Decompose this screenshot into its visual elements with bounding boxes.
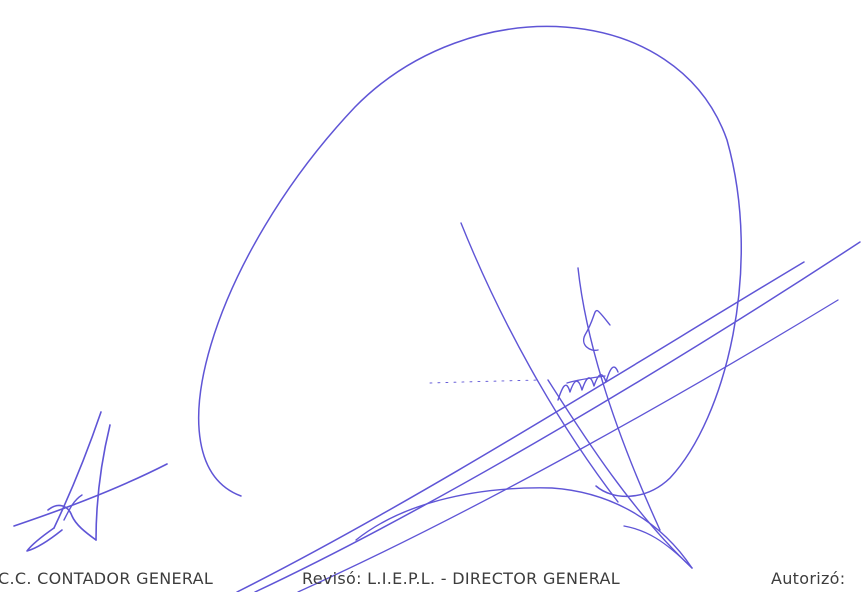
footer-caption-autorizo: Autorizó: (771, 569, 846, 588)
footer-caption-contador: C.C. CONTADOR GENERAL (0, 569, 214, 588)
signature-diagonal-strokes (236, 241, 861, 592)
footer-caption-revisor: Revisó: L.I.E.P.L. - DIRECTOR GENERAL (302, 569, 620, 588)
signature-left (13, 411, 168, 552)
signature-large-loop (198, 25, 742, 569)
